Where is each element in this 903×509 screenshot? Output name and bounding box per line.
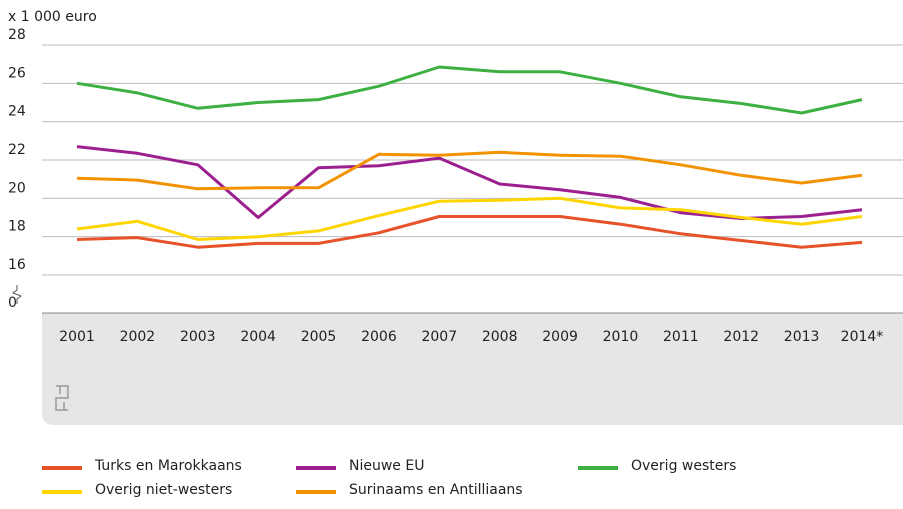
- x-tick-label: 2010: [603, 329, 639, 345]
- legend-label: Turks en Marokkaans: [94, 458, 242, 474]
- series-line: [76, 150, 863, 191]
- x-tick-label: 2012: [723, 329, 759, 345]
- x-tick-label: 2002: [120, 329, 156, 345]
- y-tick-label: 0: [8, 295, 17, 311]
- x-axis-panel: [42, 313, 903, 425]
- y-tick-label: 24: [8, 104, 26, 120]
- x-tick-label: 2013: [784, 329, 820, 345]
- x-tick-label: 2006: [361, 329, 397, 345]
- series-line: [76, 196, 863, 241]
- lines: [76, 65, 863, 249]
- x-tick-label: 2011: [663, 329, 699, 345]
- x-tick-label: 2008: [482, 329, 518, 345]
- x-tick-label: 2005: [301, 329, 337, 345]
- series-line: [76, 145, 863, 220]
- logo: [55, 385, 69, 411]
- y-tick-label: 28: [8, 27, 26, 43]
- series-line: [76, 65, 863, 115]
- y-tick-label: 20: [8, 180, 26, 196]
- y-tick-label: 26: [8, 65, 26, 81]
- x-tick-label: 2004: [240, 329, 276, 345]
- legend-label: Overig niet-westers: [95, 482, 232, 498]
- x-tick-label: 2001: [59, 329, 95, 345]
- legend-label: Overig westers: [631, 458, 736, 474]
- y-tick-label: 16: [8, 257, 26, 273]
- y-axis-label: x 1 000 euro: [8, 9, 97, 25]
- x-tick-label: 2003: [180, 329, 216, 345]
- series-line: [76, 215, 863, 249]
- x-tick-label: 2009: [542, 329, 578, 345]
- x-tick-label: 2014*: [841, 329, 884, 345]
- axis-break: [11, 285, 23, 304]
- x-tick-label: 2007: [421, 329, 457, 345]
- legend-label: Surinaams en Antilliaans: [349, 482, 523, 498]
- y-tick-label: 18: [8, 219, 26, 235]
- legend-label: Nieuwe EU: [349, 458, 424, 474]
- y-tick-label: 22: [8, 142, 26, 158]
